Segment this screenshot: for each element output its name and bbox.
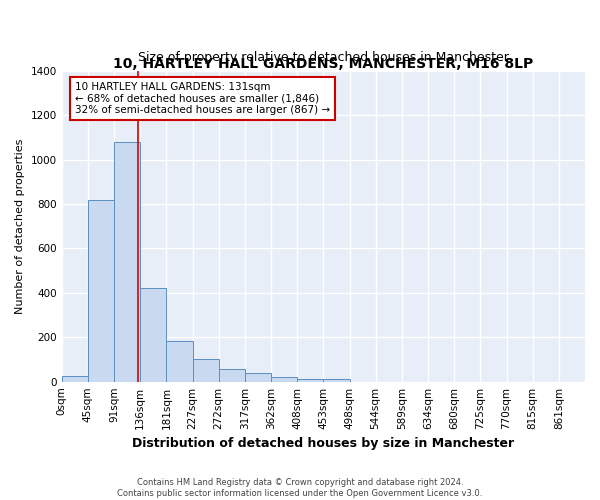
Bar <box>62 376 88 382</box>
Text: Size of property relative to detached houses in Manchester: Size of property relative to detached ho… <box>138 52 509 64</box>
Bar <box>323 380 350 382</box>
Title: 10, HARTLEY HALL GARDENS, MANCHESTER, M16 8LP: 10, HARTLEY HALL GARDENS, MANCHESTER, M1… <box>113 56 533 70</box>
Bar <box>88 200 114 382</box>
Bar <box>245 374 271 382</box>
Bar <box>140 288 166 382</box>
Text: 10 HARTLEY HALL GARDENS: 131sqm
← 68% of detached houses are smaller (1,846)
32%: 10 HARTLEY HALL GARDENS: 131sqm ← 68% of… <box>75 82 330 115</box>
Text: Contains HM Land Registry data © Crown copyright and database right 2024.
Contai: Contains HM Land Registry data © Crown c… <box>118 478 482 498</box>
X-axis label: Distribution of detached houses by size in Manchester: Distribution of detached houses by size … <box>132 437 514 450</box>
Bar <box>271 377 297 382</box>
Bar <box>297 378 323 382</box>
Y-axis label: Number of detached properties: Number of detached properties <box>15 138 25 314</box>
Bar <box>114 142 140 382</box>
Bar <box>193 360 218 382</box>
Bar <box>166 341 193 382</box>
Bar <box>218 369 245 382</box>
